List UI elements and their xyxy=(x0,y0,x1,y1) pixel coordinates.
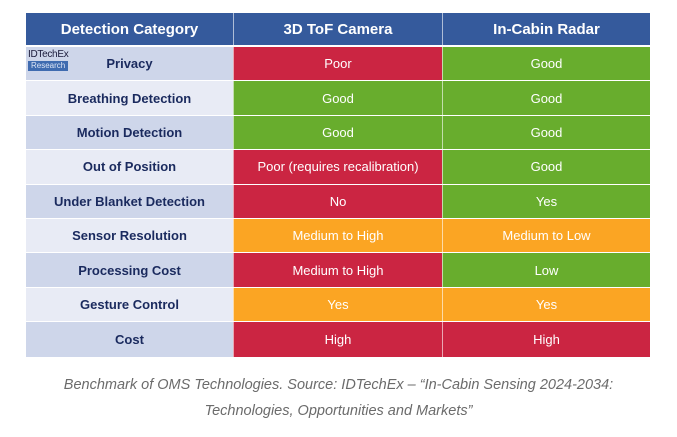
table-row: IDTechEx Research Privacy Poor Good xyxy=(26,47,650,82)
table-row: Under Blanket Detection No Yes xyxy=(26,184,650,219)
category-label: Under Blanket Detection xyxy=(54,193,205,209)
table-row: Sensor Resolution Medium to High Medium to… xyxy=(26,218,650,254)
category-cell: Breathing Detection xyxy=(26,81,233,115)
category-cell: Gesture Control xyxy=(26,287,233,322)
table-row: Processing Cost Medium to High Low xyxy=(26,253,650,288)
category-label: Breathing Detection xyxy=(67,90,192,106)
table-row: Gesture Control Yes Yes xyxy=(26,287,650,323)
table-row: Breathing Detection Good Good xyxy=(26,81,650,116)
tof-camera-cell: Yes xyxy=(233,287,442,322)
radar-cell: Good xyxy=(442,81,650,115)
category-label: Processing Cost xyxy=(78,262,181,278)
table-row: Out of Position Poor (requires recalibrat… xyxy=(26,150,650,185)
radar-cell: Yes xyxy=(442,287,650,322)
category-label: Privacy xyxy=(106,56,153,72)
table-header-row: Detection Category 3D ToF Camera In-Cabi… xyxy=(26,13,650,47)
category-label: Sensor Resolution xyxy=(72,228,187,244)
tof-camera-cell: Good xyxy=(233,115,442,150)
caption-line-1: Benchmark of OMS Technologies. Source: I… xyxy=(63,377,614,393)
table-row: Cost High High xyxy=(26,322,650,357)
category-cell: Motion Detection xyxy=(26,115,233,150)
category-cell: Processing Cost xyxy=(26,253,233,287)
radar-cell: Good xyxy=(442,150,650,184)
radar-cell: Yes xyxy=(442,184,650,218)
radar-cell: Low xyxy=(442,253,650,287)
tof-camera-cell: Good xyxy=(233,81,442,115)
radar-cell: Medium to Low xyxy=(442,218,650,253)
category-label: Out of Position xyxy=(82,159,177,175)
category-cell: Cost xyxy=(26,322,233,357)
tof-camera-cell: Poor (requires recalibration) xyxy=(233,150,442,184)
logo-text-bottom: Research xyxy=(28,61,69,71)
radar-cell: High xyxy=(442,322,650,357)
table-body: IDTechEx Research Privacy Poor Good Breathing… xyxy=(26,47,650,357)
category-cell: IDTechEx Research Privacy xyxy=(26,47,233,81)
comparison-table: Detection Category 3D ToF Camera In-Cabi… xyxy=(26,13,650,357)
tof-camera-cell: High xyxy=(233,322,442,357)
category-cell: Out of Position xyxy=(26,150,233,184)
logo-text-top: IDTechEx xyxy=(28,49,69,60)
radar-cell: Good xyxy=(442,115,650,150)
category-label: Motion Detection xyxy=(76,124,183,140)
header-3d-tof-camera: 3D ToF Camera xyxy=(233,13,442,45)
figure-caption: Benchmark of OMS Technologies. Source: I… xyxy=(0,372,677,424)
header-detection-category: Detection Category xyxy=(60,20,199,38)
table-row: Motion Detection Good Good xyxy=(26,115,650,151)
tof-camera-cell: Poor xyxy=(233,47,442,81)
idtechex-logo: IDTechEx Research xyxy=(28,49,69,71)
tof-camera-cell: Medium to High xyxy=(233,218,442,253)
caption-line-2: Technologies, Opportunities and Markets” xyxy=(204,403,473,419)
radar-cell: Good xyxy=(442,47,650,81)
category-label: Cost xyxy=(115,331,144,347)
tof-camera-cell: Medium to High xyxy=(233,253,442,287)
category-cell: Sensor Resolution xyxy=(26,218,233,253)
category-cell: Under Blanket Detection xyxy=(26,184,233,218)
header-in-cabin-radar: In-Cabin Radar xyxy=(442,13,650,45)
category-label: Gesture Control xyxy=(80,296,179,312)
tof-camera-cell: No xyxy=(233,184,442,218)
